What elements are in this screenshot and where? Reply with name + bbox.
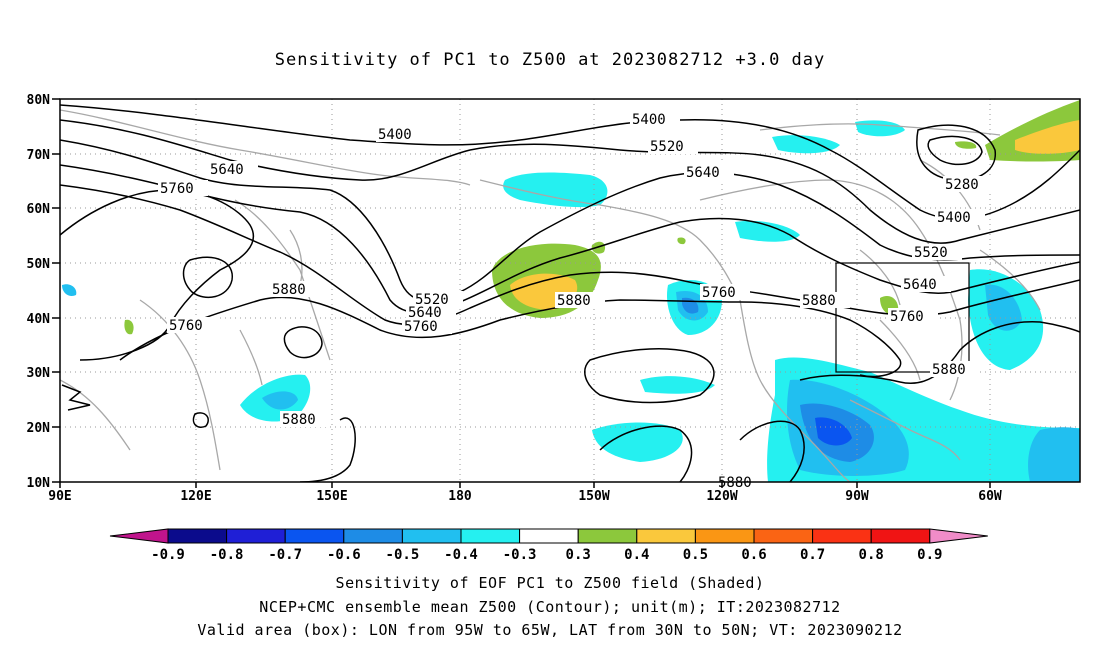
lon-label: 180 (448, 489, 472, 504)
colorbar-tick-label: -0.5 (386, 547, 420, 563)
coastlines (60, 109, 1041, 482)
colorbar-tick-label: -0.3 (503, 547, 537, 563)
colorbar-swatch (284, 528, 345, 544)
colorbar-swatch (870, 528, 931, 544)
contour-label-5400: 5400 (378, 127, 412, 143)
lat-label: 30N (27, 366, 51, 381)
colorbar-tick-label: 0.6 (741, 547, 766, 563)
lon-label: 90W (845, 489, 869, 504)
contour-label-5760: 5760 (169, 318, 203, 334)
colorbar-tick-label: -0.7 (268, 547, 302, 563)
map-title: Sensitivity of PC1 to Z500 at 2023082712… (274, 50, 826, 70)
plot-frame (59, 98, 1081, 483)
lat-label: 10N (27, 476, 51, 491)
contour-label-5640: 5640 (686, 165, 720, 181)
colorbar-high-arrow (929, 528, 988, 544)
contour-label-5760: 5760 (702, 285, 736, 301)
lon-label: 90E (48, 489, 71, 504)
colorbar-tick-label: -0.6 (327, 547, 361, 563)
colorbar-swatch (753, 528, 814, 544)
contour-label-5400: 5400 (632, 112, 666, 128)
contour-label-5640: 5640 (903, 277, 937, 293)
colorbar-swatch (694, 528, 755, 544)
caption-contour: NCEP+CMC ensemble mean Z500 (Contour); u… (259, 598, 841, 616)
colorbar-tick-label: 0.5 (683, 547, 708, 563)
contour-label-5760: 5760 (890, 309, 924, 325)
colorbar-tick-label: 0.3 (566, 547, 591, 563)
colorbar-low-arrow (109, 528, 169, 544)
colorbar-swatch (226, 528, 286, 544)
contour-label-5760: 5760 (160, 181, 194, 197)
contour-label-5640: 5640 (408, 305, 442, 321)
caption-shading: Sensitivity of EOF PC1 to Z500 field (Sh… (335, 574, 765, 592)
contour-label-5520: 5520 (650, 139, 684, 155)
colorbar-tick-label: 0.9 (917, 547, 942, 563)
valid-area-box (835, 262, 970, 373)
lat-label: 60N (27, 202, 51, 217)
colorbar-swatch (577, 528, 638, 544)
contour-label-5520: 5520 (914, 245, 948, 261)
contour-label-5880: 5880 (932, 362, 966, 378)
sensitivity-shading (62, 100, 1080, 482)
colorbar-tick-label: -0.4 (444, 547, 478, 563)
lat-label: 70N (27, 148, 51, 163)
contour-label-5880: 5880 (557, 293, 591, 309)
colorbar-swatch (343, 528, 403, 544)
lon-label: 60W (978, 489, 1002, 504)
colorbar-tick-label: 0.4 (624, 547, 649, 563)
colorbar-tick-label: 0.8 (859, 547, 884, 563)
contour-label-5880: 5880 (802, 293, 836, 309)
colorbar-swatch (519, 528, 579, 544)
contour-label-5880: 5880 (272, 282, 306, 298)
lon-label: 120W (706, 489, 737, 504)
lon-label: 120E (180, 489, 211, 504)
colorbar-swatch (401, 528, 462, 544)
contour-label-5280: 5280 (945, 177, 979, 193)
contour-label-5880: 5880 (282, 412, 316, 428)
lon-label: 150E (316, 489, 347, 504)
colorbar-tick-label: -0.9 (151, 547, 185, 563)
lat-label: 80N (27, 93, 51, 108)
contour-label-5640: 5640 (210, 162, 244, 178)
colorbar: -0.9 -0.8 -0.7 -0.6 -0.5 -0.4 -0.3 0.3 0.4 0.5 0.6… (109, 528, 988, 563)
colorbar-swatch (812, 528, 872, 544)
lon-label: 150W (578, 489, 609, 504)
colorbar-swatch (636, 528, 696, 544)
contour-label-5760: 5760 (404, 319, 438, 335)
lat-label: 40N (27, 312, 51, 327)
lat-label: 20N (27, 421, 51, 436)
colorbar-swatch (167, 528, 228, 544)
contour-label-5880: 5880 (718, 475, 752, 491)
colorbar-tick-label: 0.7 (800, 547, 825, 563)
colorbar-swatch (460, 528, 521, 544)
caption-valid-area: Valid area (box): LON from 95W to 65W, L… (197, 621, 903, 639)
contour-label-5400: 5400 (937, 210, 971, 226)
colorbar-tick-label: -0.8 (210, 547, 244, 563)
lat-label: 50N (27, 257, 51, 272)
